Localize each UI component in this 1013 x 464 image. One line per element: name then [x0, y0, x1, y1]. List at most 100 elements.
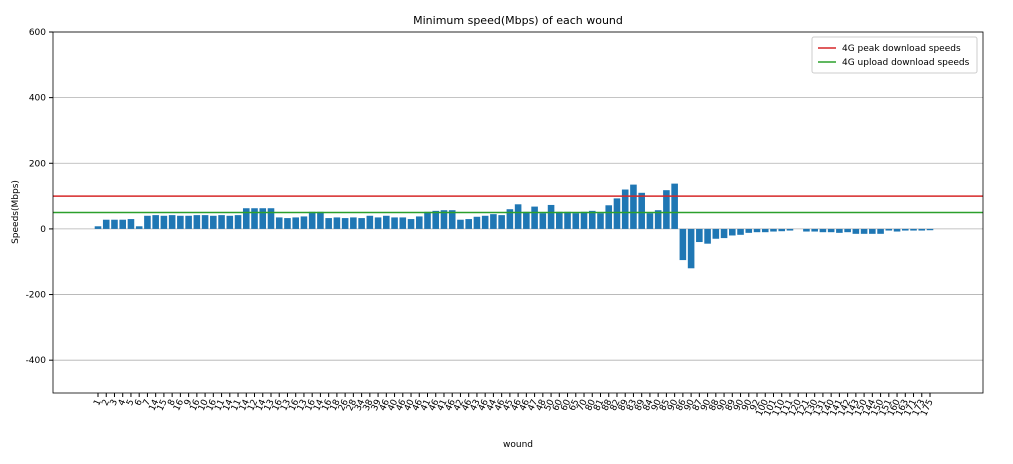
bar — [506, 209, 514, 229]
chart-title: Minimum speed(Mbps) of each wound — [413, 14, 623, 27]
bar — [481, 215, 489, 229]
x-tick-label: 60 — [559, 398, 573, 413]
bar — [588, 210, 596, 229]
x-tick-label: 4 — [117, 398, 129, 408]
y-tick-label: 0 — [40, 225, 46, 235]
bar — [383, 215, 390, 229]
x-tick-label: 16 — [288, 398, 302, 413]
bar — [399, 217, 407, 229]
y-tick-label: 400 — [29, 94, 46, 104]
bar — [687, 228, 695, 269]
bar — [144, 215, 151, 229]
bar — [918, 228, 926, 231]
x-tick-label: 8 — [166, 398, 178, 408]
bar — [679, 228, 687, 261]
x-tick-label: 16 — [172, 398, 186, 413]
x-tick-label: 14 — [238, 398, 252, 413]
x-tick-label: 90 — [741, 398, 755, 413]
x-tick-label: 42 — [452, 398, 466, 413]
bar — [448, 210, 456, 229]
x-tick-label: 70 — [576, 398, 590, 413]
x-tick-label: 2 — [100, 398, 111, 407]
legend: 4G peak download speeds 4G upload downloa… — [811, 36, 978, 74]
plot-frame — [52, 31, 984, 394]
bar — [836, 228, 843, 233]
bar — [572, 213, 580, 229]
bar — [926, 228, 934, 231]
bar — [201, 215, 209, 229]
x-tick-label: 1 — [92, 398, 103, 407]
x-tick-label: 13 — [296, 398, 310, 413]
bar — [877, 228, 884, 234]
x-tick-label: 90 — [699, 398, 713, 413]
bar — [407, 219, 415, 229]
bar — [654, 210, 662, 229]
x-tick-label: 16 — [304, 398, 318, 413]
bar — [234, 215, 242, 229]
x-tick-label: 46 — [411, 398, 425, 413]
bar — [621, 189, 629, 229]
x-tick-label: 88 — [708, 398, 722, 413]
bar — [267, 208, 275, 229]
bar — [210, 215, 217, 229]
x-tick-label: 14 — [255, 398, 269, 413]
x-tick-label: 89 — [724, 398, 738, 413]
x-tick-label: 41 — [436, 398, 450, 413]
bar — [498, 215, 505, 229]
bar — [218, 215, 225, 229]
bar — [457, 219, 464, 229]
x-tick-label: 90 — [732, 398, 746, 413]
x-tick-label: 88 — [601, 398, 615, 413]
x-tick-label: 13 — [263, 398, 277, 413]
bar — [152, 215, 159, 229]
bar — [597, 213, 604, 229]
x-tick-label: 16 — [189, 398, 203, 413]
x-tick-label: 11 — [230, 398, 244, 413]
x-tick-label: 5 — [125, 398, 136, 407]
x-tick-label: 44 — [485, 398, 499, 413]
y-tick-label: -400 — [26, 356, 47, 366]
x-tick-label: 85 — [658, 398, 672, 413]
x-tick-label: 48 — [535, 398, 549, 413]
x-tick-label: 90 — [666, 398, 680, 413]
x-tick-label: 28 — [345, 398, 359, 413]
x-tick-label: 13 — [279, 398, 293, 413]
x-tick-label: 40 — [403, 398, 417, 413]
x-tick-label: 16 — [320, 398, 334, 413]
bar — [251, 208, 258, 229]
bar — [317, 211, 324, 229]
x-tick-label: 50 — [543, 398, 557, 413]
bar — [514, 204, 522, 229]
bar — [704, 228, 711, 244]
bar — [811, 228, 818, 232]
x-tick-label: 87 — [691, 398, 705, 413]
bar — [358, 218, 365, 229]
x-tick-label: 47 — [526, 398, 540, 413]
legend-label: 4G peak download speeds — [842, 44, 961, 54]
x-tick-label: 46 — [510, 398, 524, 413]
bar — [803, 228, 810, 232]
x-tick-label: 14 — [147, 398, 161, 413]
x-tick-label: 16 — [271, 398, 285, 413]
bar — [300, 216, 308, 229]
x-tick-label: 90 — [650, 398, 664, 413]
bar — [770, 228, 777, 232]
bar — [860, 228, 868, 234]
x-tick-label: 14 — [312, 398, 326, 413]
bar — [424, 211, 431, 229]
bar — [193, 215, 201, 229]
bar — [275, 217, 283, 229]
bar — [391, 217, 398, 229]
bar — [696, 228, 703, 243]
x-tick-label: 12 — [246, 398, 260, 413]
bar — [333, 217, 341, 229]
x-tick-label: 3 — [109, 398, 120, 407]
bar — [415, 216, 423, 229]
bar — [284, 218, 291, 229]
bar — [127, 219, 135, 229]
bar — [177, 215, 184, 229]
bar — [102, 219, 110, 229]
bar — [638, 192, 645, 229]
x-tick-label: 90 — [683, 398, 697, 413]
bar — [844, 228, 851, 233]
